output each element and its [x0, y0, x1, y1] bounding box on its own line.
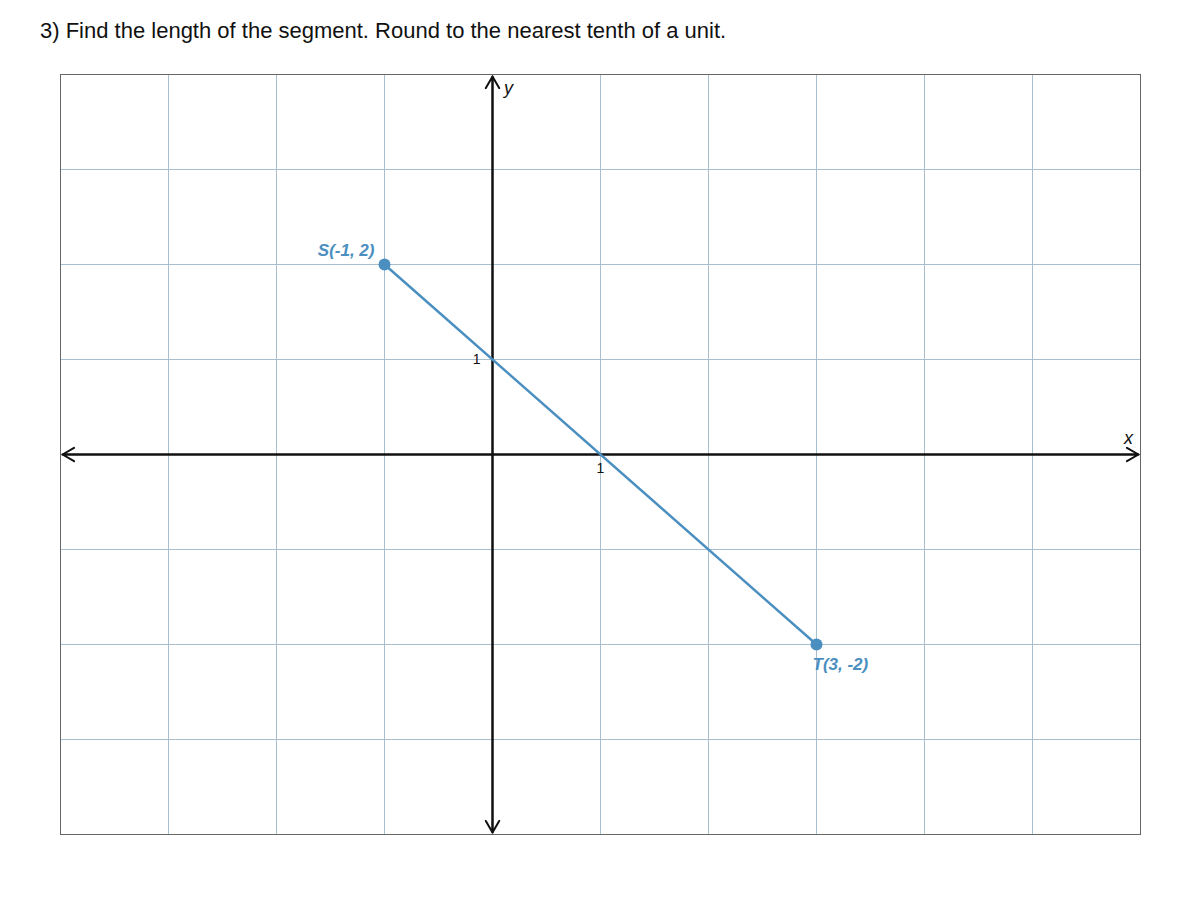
svg-text:y: y [502, 78, 514, 98]
svg-text:x: x [1123, 428, 1134, 448]
svg-text:S(-1, 2): S(-1, 2) [318, 241, 375, 260]
svg-text:1: 1 [473, 351, 481, 367]
svg-text:1: 1 [597, 460, 605, 476]
html-text:3) Find the length of the segm: 3) Find the length of the segment. Round… [40, 18, 727, 43]
svg-text:T(3, -2): T(3, -2) [813, 655, 869, 674]
